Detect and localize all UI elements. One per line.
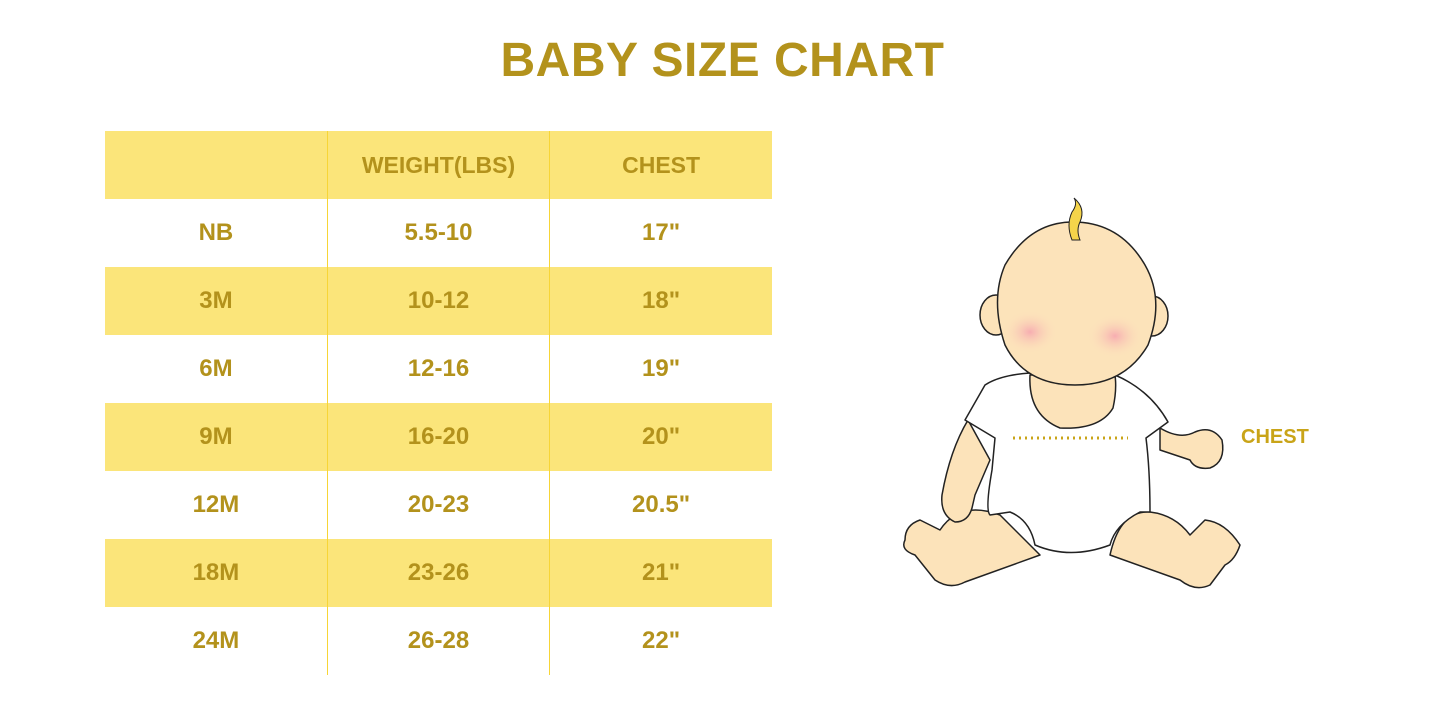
cell-chest: 21" (549, 539, 772, 607)
cell-size: 12M (192, 491, 240, 518)
header-chest: CHEST (549, 131, 772, 199)
cell-weight: 5.5-10 (326, 199, 550, 267)
cell-weight: 23-26 (326, 539, 550, 607)
cell-size: 9M (105, 403, 328, 471)
cell-chest: 18" (549, 267, 772, 335)
header-weight: WEIGHT(LBS) (326, 131, 550, 199)
cell-weight: 20-23 (326, 471, 550, 539)
cell-size: NB (198, 219, 234, 246)
cell-weight: 16-20 (326, 403, 550, 471)
table-row: 18M 23-26 21" (105, 539, 772, 607)
table-row: NB 5.5-10 17" (105, 199, 772, 267)
cell-weight: 26-28 (326, 607, 550, 675)
table-row: 9M 16-20 20" (105, 403, 772, 471)
cell-chest: 20" (549, 403, 772, 471)
cell-weight: 10-12 (326, 267, 550, 335)
table-header-row: WEIGHT(LBS) CHEST (105, 131, 772, 199)
size-table: WEIGHT(LBS) CHEST NB 5.5-10 17" 3M 10-12 18"… (105, 131, 772, 675)
cell-size: 3M (105, 267, 328, 335)
cell-size: 24M (192, 627, 240, 654)
chest-label: CHEST (1241, 426, 1309, 448)
cell-chest: 17" (549, 199, 772, 267)
cell-weight: 12-16 (326, 335, 550, 403)
table-row: 6M 12-16 19" (105, 335, 772, 403)
cell-chest: 22" (549, 607, 772, 675)
page-title: BABY SIZE CHART (500, 34, 945, 87)
cell-chest: 19" (549, 335, 772, 403)
header-size (105, 131, 328, 199)
table-row: 24M 26-28 22" (105, 607, 772, 675)
cell-size: 6M (199, 355, 233, 382)
cell-chest: 20.5" (549, 471, 772, 539)
table-row: 12M 20-23 20.5" (105, 471, 772, 539)
cell-size: 18M (105, 539, 328, 607)
table-row: 3M 10-12 18" (105, 267, 772, 335)
